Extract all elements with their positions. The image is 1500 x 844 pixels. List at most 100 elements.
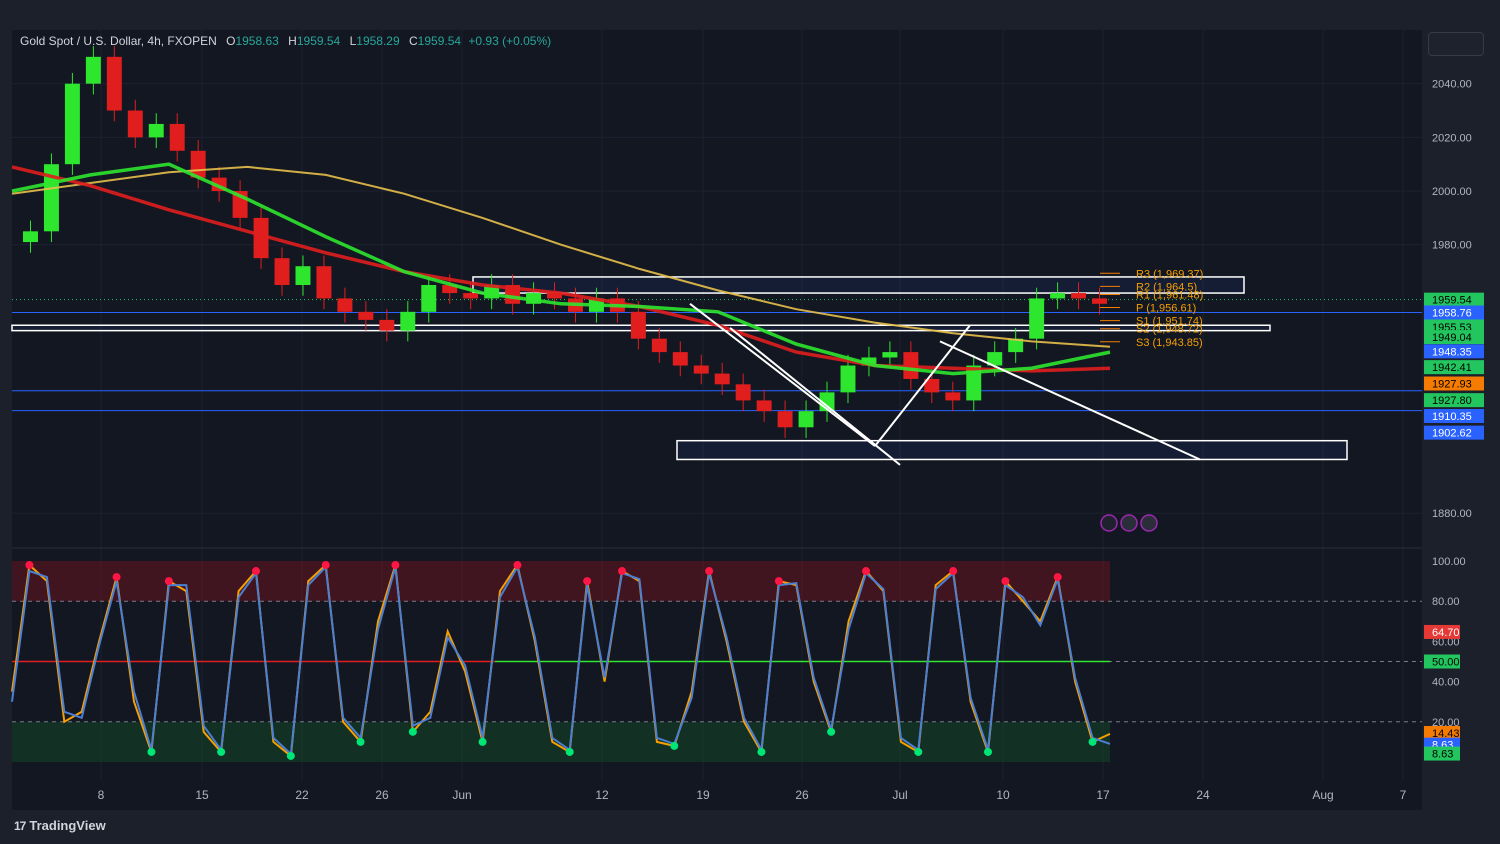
price-tag: [1424, 408, 1484, 423]
bearish-cross-dot: [949, 567, 958, 576]
candle-body: [756, 400, 772, 412]
price-tag-label: 1949.04: [1432, 332, 1472, 344]
bullish-cross-dot: [408, 727, 417, 736]
price-tag: [1424, 330, 1484, 345]
x-tick-label: Jul: [892, 788, 907, 802]
bearish-cross-dot: [164, 577, 173, 586]
bearish-cross-dot: [618, 567, 626, 576]
ohlc-change: +0.93 (+0.05%): [468, 34, 552, 48]
osc-value-tag: [1424, 624, 1460, 639]
pivot-label: S3 (1,943.85): [1136, 337, 1203, 349]
lightning-icon: [1100, 514, 1118, 532]
osc-tick-label: 40.00: [1432, 677, 1460, 689]
x-tick-label: Aug: [1312, 788, 1333, 802]
trendline: [689, 302, 876, 447]
candle-body: [547, 293, 562, 299]
bearish-cross-dot: [513, 561, 522, 570]
x-tick-label: 15: [195, 788, 209, 802]
supply-demand-zone: [472, 276, 1245, 294]
osc-value-tag: [1424, 746, 1460, 761]
bearish-cross-dot: [391, 561, 400, 570]
moving-average-line: [11, 165, 1111, 373]
bullish-cross-dot: [286, 751, 295, 760]
bearish-cross-dot: [1001, 577, 1010, 586]
osc-tick-label: 60.00: [1432, 636, 1460, 648]
pivot-label: R3 (1,969.37): [1136, 268, 1203, 280]
ohlc-open-label: O: [226, 34, 236, 48]
overbought-zone: [12, 561, 1110, 602]
ohlc-low-label: L: [349, 34, 357, 48]
bullish-cross-dot: [1088, 737, 1097, 746]
ohlc-high-label: H: [288, 34, 297, 48]
price-tag-label: 1958.76: [1432, 307, 1472, 319]
osc-tick-label: 20.00: [1432, 717, 1460, 729]
x-tick-label: 26: [795, 788, 809, 802]
x-tick-label: 12: [595, 788, 609, 802]
ohlc-close-label: C: [409, 34, 418, 48]
candle-body: [64, 83, 80, 165]
ohlc-close: 1959.54: [417, 34, 462, 48]
candle-body: [777, 411, 793, 428]
price-tag-label: 1927.80: [1432, 395, 1472, 407]
candle-body: [1008, 338, 1024, 353]
x-tick-label: 24: [1196, 788, 1210, 802]
price-tag: [1424, 360, 1484, 375]
candle-body: [274, 258, 290, 285]
bearish-cross-dot: [583, 577, 592, 586]
bullish-cross-dot: [147, 747, 156, 756]
trendline: [729, 327, 901, 466]
candle-body: [85, 56, 101, 84]
bullish-cross-dot: [217, 747, 226, 756]
candle-body: [630, 311, 646, 339]
candle-body: [148, 123, 164, 138]
pivot-label: R1 (1,961.48): [1136, 289, 1203, 301]
price-tag-label: 1942.41: [1432, 362, 1472, 374]
bearish-cross-dot: [862, 567, 870, 576]
osc-value-label: 50.00: [1432, 657, 1460, 669]
price-tag-label: 1910.35: [1432, 411, 1472, 423]
candle-body: [379, 319, 395, 331]
bullish-cross-dot: [827, 727, 836, 736]
symbol-title: Gold Spot / U.S. Dollar, 4h, FXOPEN: [20, 34, 217, 48]
bearish-cross-dot: [774, 577, 783, 586]
candle-body: [966, 365, 982, 401]
candle-body: [882, 352, 898, 358]
candle-body: [672, 352, 688, 366]
bullish-cross-dot: [984, 747, 992, 756]
bullish-cross-dot: [670, 741, 679, 750]
candle-body: [1029, 298, 1045, 339]
x-tick-label: 22: [295, 788, 309, 802]
candle-body: [400, 311, 416, 331]
pivot-label: S1 (1,951.74): [1136, 316, 1203, 328]
candle-body: [861, 357, 877, 366]
brand-name: TradingView: [29, 818, 106, 833]
tradingview-brand[interactable]: 17 TradingView: [14, 818, 106, 833]
osc-value-label: 8.63: [1432, 749, 1453, 761]
y-tick-label: 1980.00: [1432, 240, 1472, 252]
pivot-label: R2 (1,964.5): [1136, 281, 1197, 293]
price-tag-label: 1902.62: [1432, 428, 1472, 440]
osc-value-tag: [1424, 725, 1460, 740]
symbol-legend: Gold Spot / U.S. Dollar, 4h, FXOPEN O 195…: [20, 34, 551, 48]
candle-body: [840, 365, 856, 393]
stochastic-line: [11, 564, 1111, 757]
bearish-cross-dot: [112, 573, 121, 582]
oversold-zone: [12, 721, 1110, 762]
price-tag: [1424, 393, 1484, 408]
x-tick-label: 17: [1096, 788, 1110, 802]
candle-body: [421, 285, 437, 312]
chart-settings-button[interactable]: [1428, 32, 1484, 56]
bullish-cross-dot: [914, 747, 923, 756]
bearish-cross-dot: [25, 561, 34, 570]
bearish-cross-dot: [705, 567, 714, 576]
moving-average-line: [11, 165, 1111, 348]
x-tick-label: 19: [696, 788, 710, 802]
x-tick-label: 7: [1400, 788, 1407, 802]
trendline: [874, 324, 971, 447]
candle-body: [735, 384, 751, 401]
bearish-cross-dot: [252, 567, 260, 576]
chart-area[interactable]: [12, 30, 1422, 810]
price-tag: [1424, 376, 1484, 391]
y-tick-label: 1880.00: [1432, 508, 1472, 520]
